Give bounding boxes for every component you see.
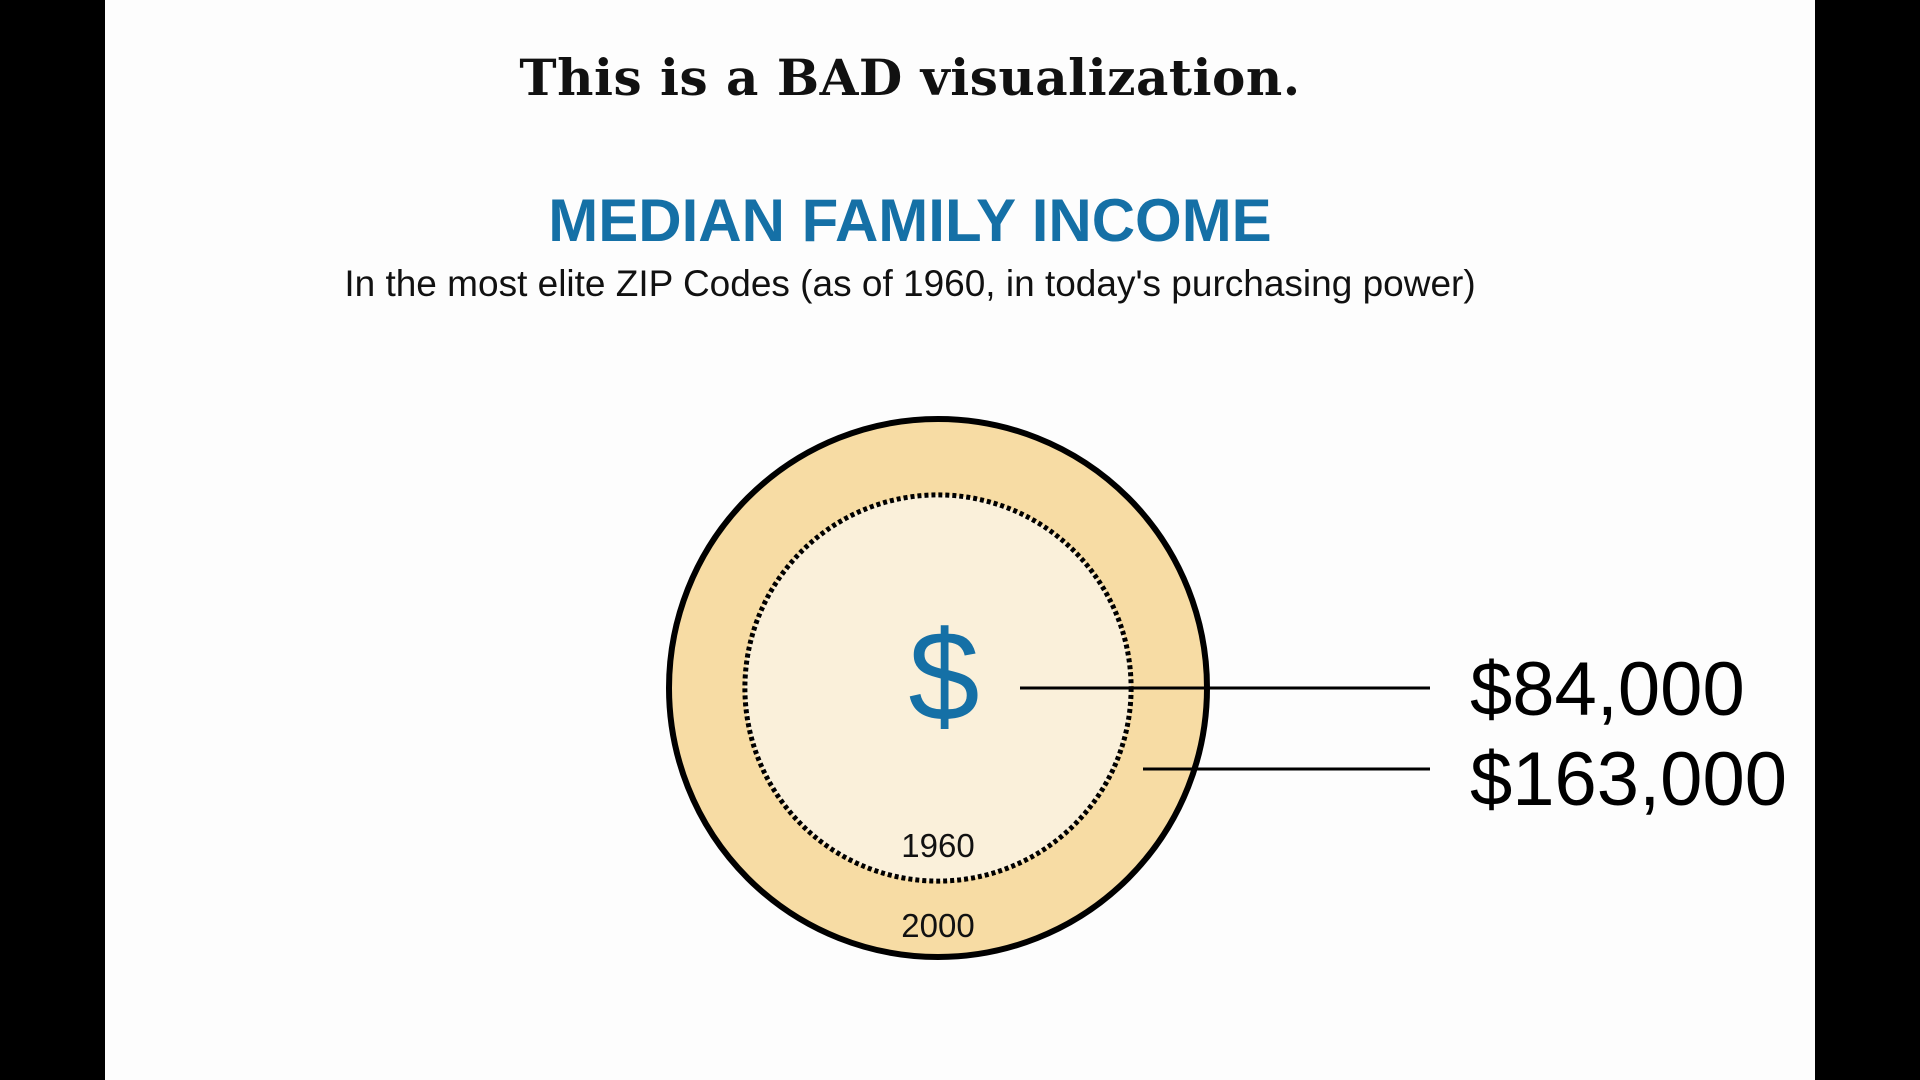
year-label-2000: 2000 [901, 907, 974, 944]
year-label-1960: 1960 [901, 827, 974, 864]
chart-subtitle: In the most elite ZIP Codes (as of 1960,… [344, 263, 1476, 304]
dollar-symbol: $ [908, 605, 979, 748]
value-label-2000: $163,000 [1470, 737, 1787, 822]
slide-heading: This is a BAD visualization. [519, 48, 1301, 107]
chart-title: MEDIAN FAMILY INCOME [548, 187, 1272, 254]
value-label-1960: $84,000 [1470, 647, 1745, 732]
